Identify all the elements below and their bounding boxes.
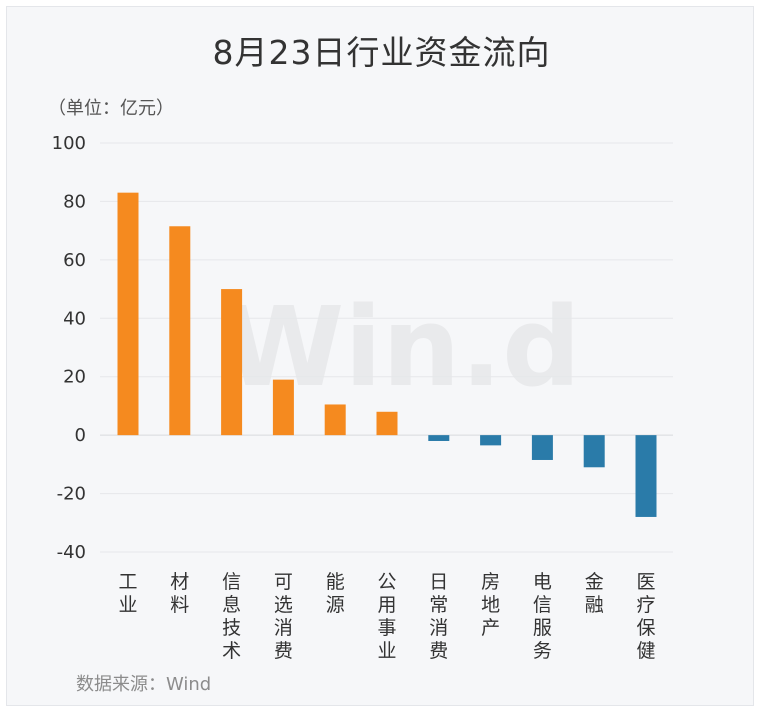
bar-9	[583, 435, 605, 468]
x-tick-label: 电信服务	[533, 571, 552, 662]
y-tick-label: 100	[52, 133, 86, 154]
y-tick-label: 80	[63, 191, 86, 212]
bar-1	[169, 226, 191, 436]
x-tick-label: 公用事业	[377, 571, 396, 662]
y-tick-label: -20	[57, 484, 86, 505]
y-tick-label: 60	[63, 250, 86, 271]
y-tick-label: 0	[75, 425, 86, 446]
bar-0	[117, 192, 139, 436]
x-tick-label: 能源	[326, 571, 345, 616]
bar-8	[531, 435, 553, 460]
y-tick-label: -40	[57, 542, 86, 563]
bar-5	[376, 411, 398, 436]
x-tick-label: 医疗保健	[636, 571, 655, 662]
x-tick-label: 金融	[585, 571, 604, 616]
x-tick-label: 材料	[170, 571, 189, 616]
unit-label: （单位：亿元）	[48, 98, 174, 119]
bar-6	[428, 435, 450, 441]
x-tick-label: 信息技术	[222, 571, 241, 662]
bars	[117, 192, 657, 517]
bar-7	[480, 435, 502, 446]
x-tick-label: 日常消费	[429, 571, 448, 662]
y-axis-ticks: 100 80 60 40 20 0 -20 -40	[52, 133, 86, 563]
y-tick-label: 40	[63, 308, 86, 329]
x-tick-label: 工业	[118, 571, 137, 616]
bar-2	[221, 289, 243, 436]
source-label: 数据来源：Wind	[76, 674, 212, 695]
bar-4	[324, 404, 346, 436]
bar-3	[272, 379, 294, 436]
bar-10	[635, 435, 657, 517]
x-tick-label: 可选消费	[274, 571, 293, 662]
x-tick-label: 房地产	[481, 571, 500, 639]
chart-title: 8月23日行业资金流向	[212, 33, 551, 72]
y-tick-label: 20	[63, 367, 86, 388]
